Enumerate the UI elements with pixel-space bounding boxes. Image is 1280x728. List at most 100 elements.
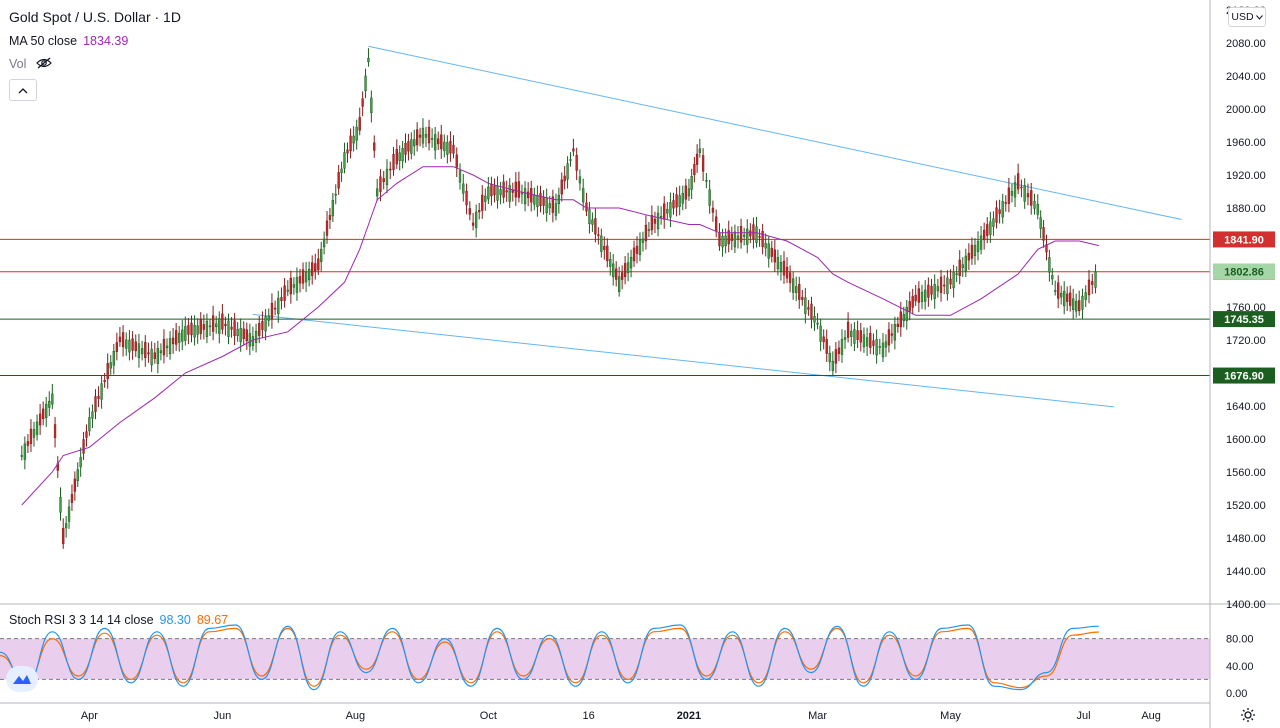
ma-legend[interactable]: MA 50 close 1834.39 xyxy=(9,34,128,48)
y-tick-label: 2000.00 xyxy=(1226,104,1266,116)
candle-body xyxy=(597,234,600,236)
candle-body xyxy=(94,396,97,412)
candle-body xyxy=(752,224,755,239)
ma50-line[interactable] xyxy=(21,166,1099,506)
candle-body xyxy=(184,326,187,341)
candle-body xyxy=(672,200,675,209)
stoch-legend[interactable]: Stoch RSI 3 3 14 14 close 98.30 89.67 xyxy=(9,613,228,627)
candle-body xyxy=(100,383,103,400)
stoch-d-line[interactable] xyxy=(0,627,1099,689)
eye-hidden-icon[interactable] xyxy=(36,57,52,72)
trend-channel-line[interactable] xyxy=(252,313,1115,408)
candle-body xyxy=(572,148,575,152)
candle-body xyxy=(227,320,230,337)
candle-body xyxy=(872,340,875,346)
candle-body xyxy=(635,245,639,254)
candle-body xyxy=(979,235,983,250)
stoch-k-line[interactable] xyxy=(0,624,1099,691)
candle-body xyxy=(801,297,804,300)
candle-body xyxy=(1066,293,1069,302)
gear-icon[interactable] xyxy=(1240,707,1256,728)
candle-body xyxy=(361,98,364,107)
candle-body xyxy=(446,142,449,155)
candle-body xyxy=(715,216,718,232)
candle-body xyxy=(168,338,172,354)
y-tick-label: 1440.00 xyxy=(1226,566,1266,578)
candle-body xyxy=(869,333,872,348)
candle-body xyxy=(878,346,881,348)
candle-body xyxy=(615,268,618,280)
candle-body xyxy=(367,57,370,63)
main-price-pane[interactable] xyxy=(0,45,1210,549)
candle-body xyxy=(343,152,346,169)
candle-body xyxy=(1072,298,1075,310)
candle-body xyxy=(484,195,487,202)
candle-body xyxy=(430,138,434,140)
candle-body xyxy=(48,400,51,408)
stoch-rsi-pane[interactable] xyxy=(0,624,1210,691)
tradingview-logo-icon[interactable] xyxy=(6,666,38,692)
candle-body xyxy=(961,264,964,268)
candle-body xyxy=(840,338,844,355)
candle-body xyxy=(322,238,326,248)
candle-body xyxy=(62,527,65,545)
candle-body xyxy=(280,297,283,302)
candle-body xyxy=(171,337,175,345)
candle-body xyxy=(666,209,669,214)
candle-body xyxy=(474,211,478,229)
candle-body xyxy=(788,272,792,283)
candle-body xyxy=(1026,193,1030,198)
y-tick-label: 1600.00 xyxy=(1226,434,1266,446)
candle-body xyxy=(819,325,822,342)
candle-body xyxy=(112,350,115,366)
candle-body xyxy=(1023,185,1026,202)
candle-body xyxy=(623,263,627,278)
ma-label: MA 50 close xyxy=(9,34,78,48)
candle-body xyxy=(443,141,446,152)
candle-body xyxy=(761,230,764,248)
symbol-title[interactable]: Gold Spot / U.S. Dollar · 1D xyxy=(9,9,181,25)
currency-selector[interactable]: USD xyxy=(1228,7,1266,27)
candle-body xyxy=(45,403,48,419)
x-tick-label: May xyxy=(940,710,961,722)
candle-body xyxy=(727,230,730,245)
candle-body xyxy=(499,189,502,196)
candle-body xyxy=(398,152,401,161)
candle-body xyxy=(776,257,780,270)
vol-legend[interactable]: Vol xyxy=(9,57,52,72)
stoch-d-value: 89.67 xyxy=(196,613,229,627)
candle-body xyxy=(358,117,361,131)
candle-body xyxy=(647,229,651,231)
candle-body xyxy=(413,139,416,147)
candle-body xyxy=(911,296,914,308)
candle-body xyxy=(708,189,711,206)
candle-body xyxy=(998,209,1001,214)
collapse-legend-button[interactable] xyxy=(9,79,37,101)
trend-channel-line[interactable] xyxy=(368,45,1182,221)
candle-body xyxy=(992,218,995,227)
x-tick-label: Jul xyxy=(1077,710,1091,722)
candle-body xyxy=(1084,292,1087,300)
candle-body xyxy=(458,170,462,183)
candle-body xyxy=(650,215,654,231)
candle-body xyxy=(261,321,264,330)
candle-body xyxy=(678,195,681,207)
stoch-band xyxy=(0,638,1210,680)
candle-body xyxy=(1094,271,1097,288)
candle-body xyxy=(536,195,539,208)
candle-body xyxy=(1078,300,1081,312)
candle-body xyxy=(304,271,308,283)
candle-body xyxy=(779,262,783,272)
candle-body xyxy=(421,127,425,144)
chevron-down-icon xyxy=(1255,11,1263,23)
candle-body xyxy=(85,431,88,438)
candle-body xyxy=(1057,282,1060,299)
candle-body xyxy=(178,332,181,343)
candle-body xyxy=(986,224,989,236)
candle-body xyxy=(481,194,484,211)
candle-body xyxy=(582,188,585,203)
candle-body xyxy=(424,134,428,138)
candle-body xyxy=(825,339,828,354)
candle-body xyxy=(449,140,452,154)
